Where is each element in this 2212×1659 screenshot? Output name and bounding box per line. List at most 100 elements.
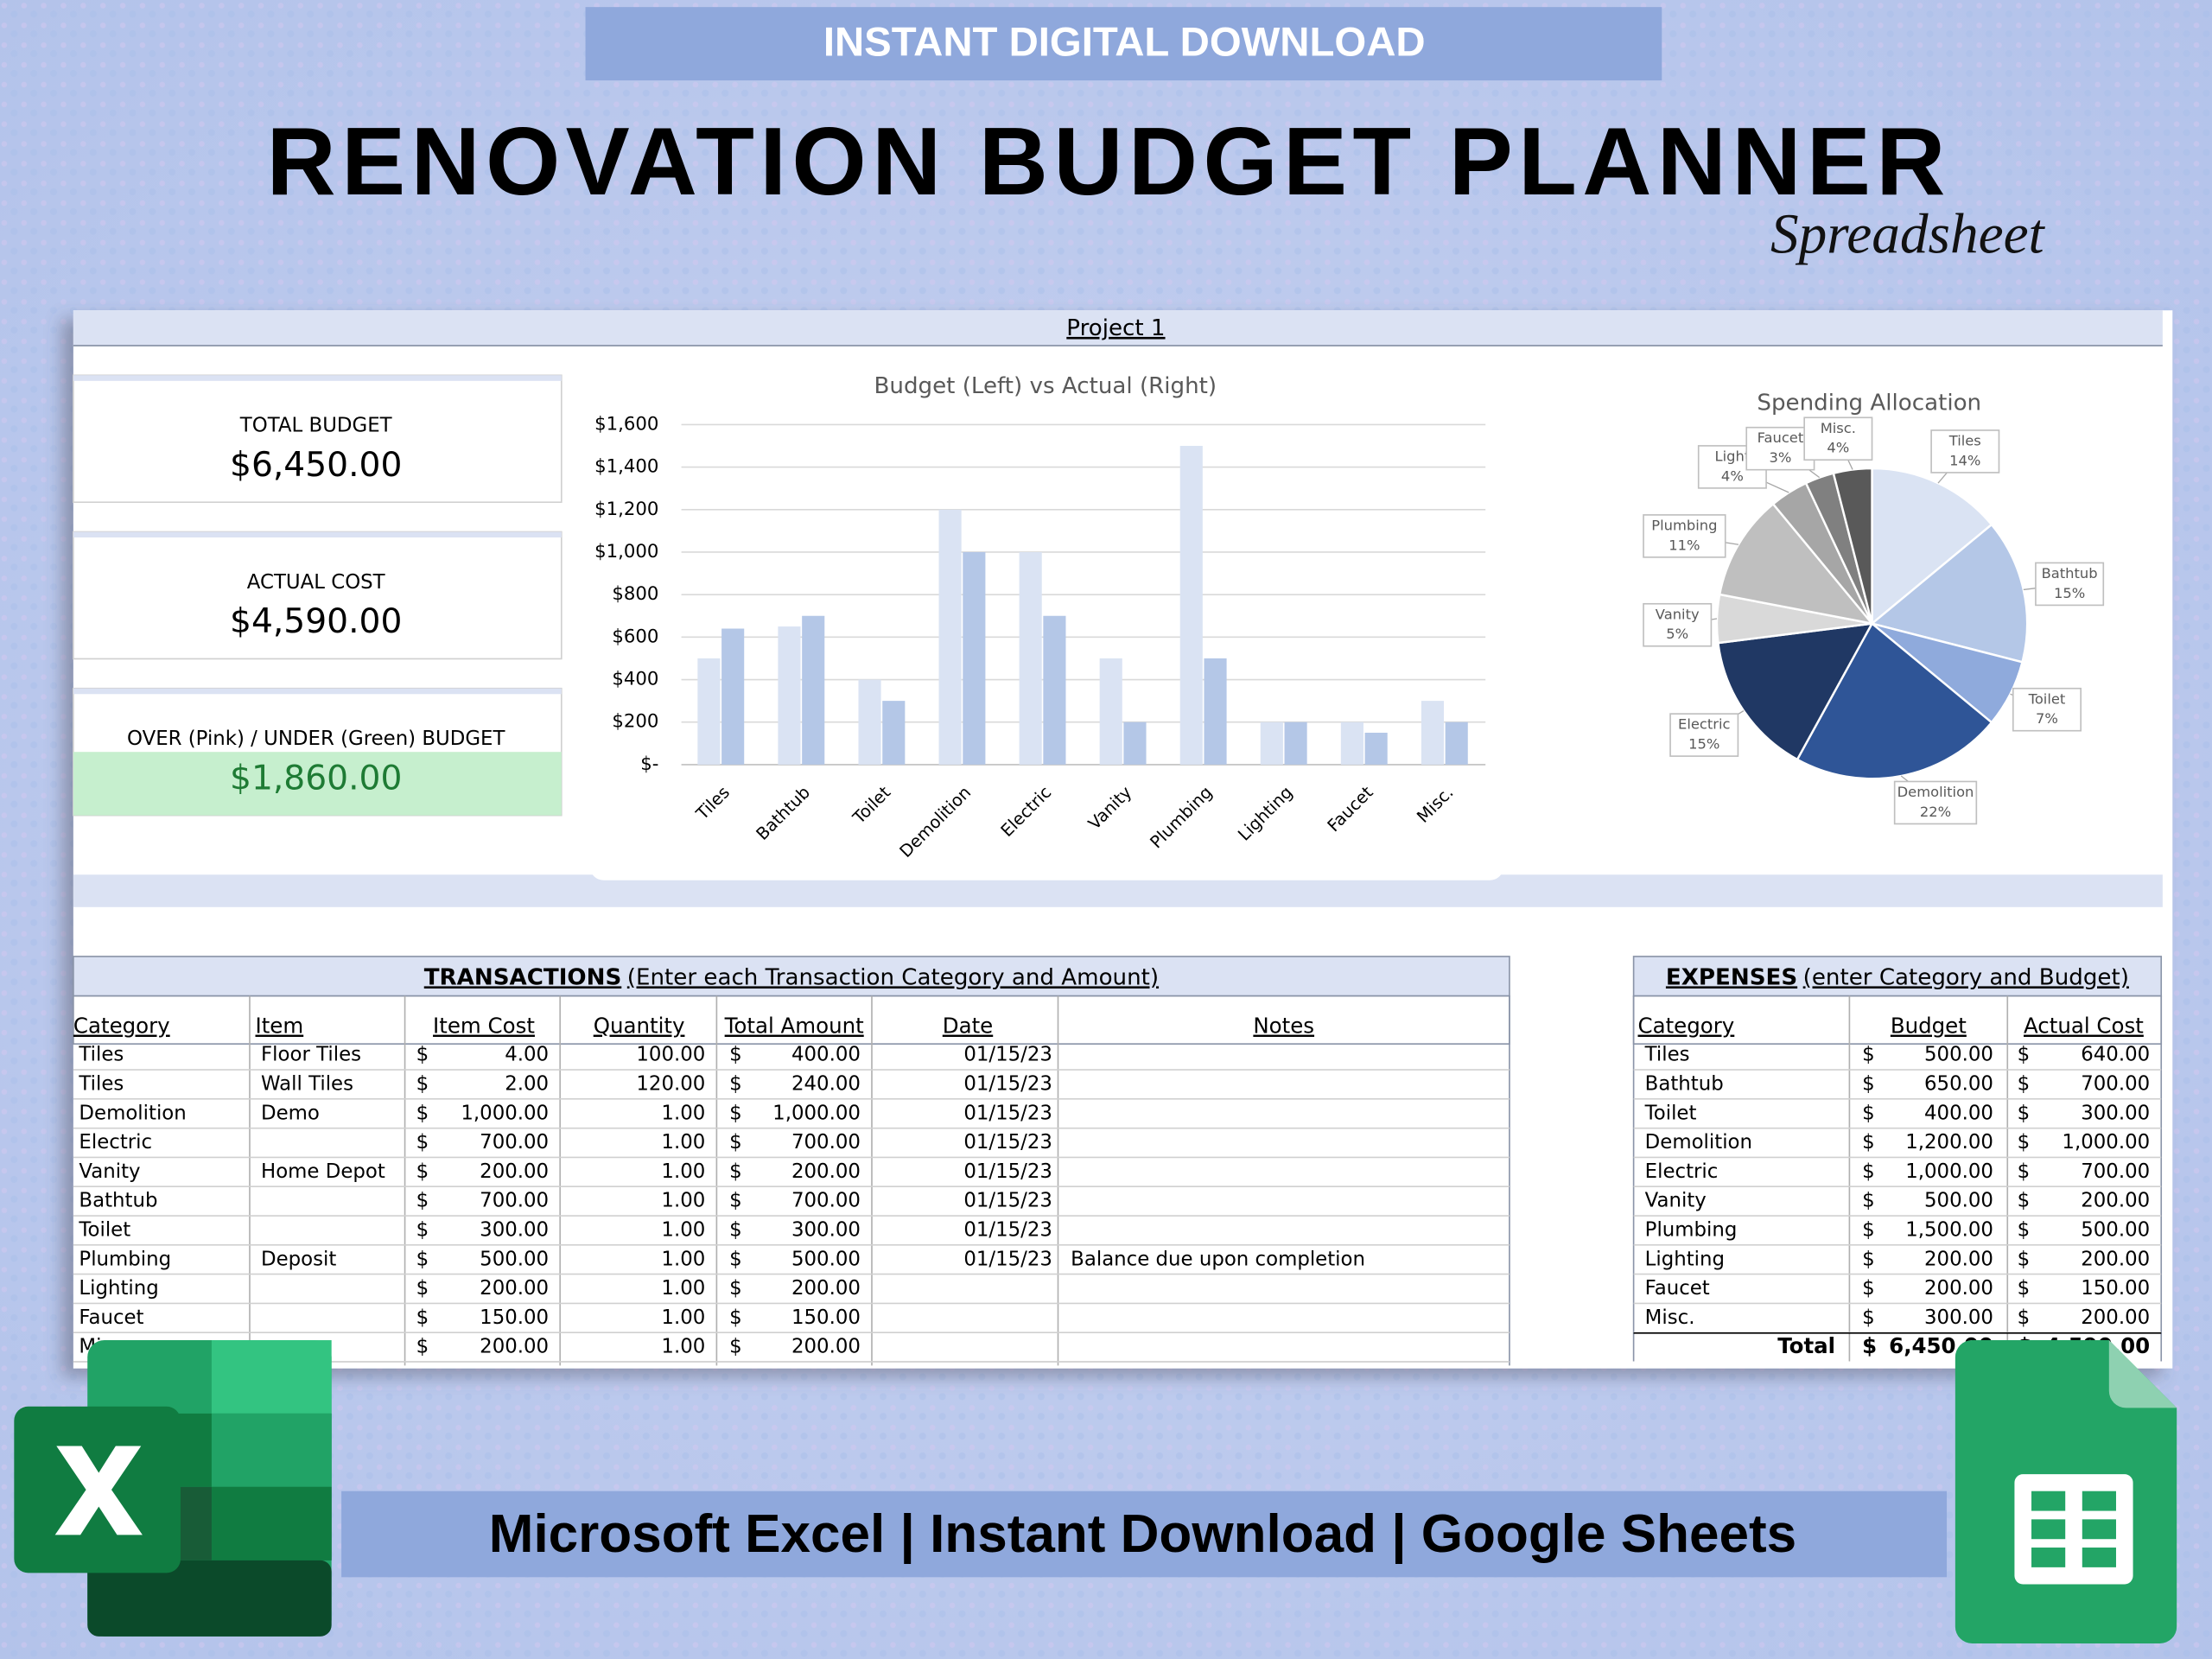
currency-symbol: $ <box>2018 1073 2031 1096</box>
y-tick-label: $- <box>640 753 658 775</box>
y-tick-label: $1,000 <box>594 541 658 563</box>
y-tick-label: $200 <box>612 711 658 733</box>
cell: 01/15/23 <box>963 1160 1052 1183</box>
slice-label: Toilet <box>2028 690 2066 707</box>
cell: Toilet <box>1644 1102 1697 1124</box>
y-tick-label: $600 <box>612 626 658 647</box>
cell: Plumbing <box>1645 1219 1738 1242</box>
banner-text: INSTANT DIGITAL DOWNLOAD <box>823 20 1426 66</box>
cell: 500.00 <box>1924 1190 1993 1212</box>
table-title: EXPENSES (enter Category and Budget) <box>1666 964 2129 990</box>
slice-value-label: 22% <box>1920 804 1951 820</box>
cell: 500.00 <box>2081 1219 2150 1242</box>
card-label: TOTAL BUDGET <box>239 415 393 437</box>
bar <box>1260 721 1283 765</box>
cell: Electric <box>79 1131 152 1154</box>
currency-symbol: $ <box>2018 1190 2031 1212</box>
footer-text: Microsoft Excel | Instant Download | Goo… <box>489 1504 1796 1564</box>
card-label: OVER (Pink) / UNDER (Green) BUDGET <box>127 728 505 750</box>
cell: 1,200.00 <box>1905 1131 1993 1154</box>
currency-symbol: $ <box>416 1248 429 1270</box>
cell: 200.00 <box>791 1336 861 1358</box>
table-title-main: EXPENSES <box>1666 964 1797 990</box>
column-header: Quantity <box>594 1014 685 1039</box>
bar <box>1204 658 1227 765</box>
cell: 200.00 <box>1924 1277 1993 1300</box>
slice-label: Misc. <box>1821 420 1856 436</box>
label-box <box>1930 429 2000 474</box>
cell: Demolition <box>1645 1131 1752 1154</box>
cell: 200.00 <box>480 1160 549 1183</box>
label-box <box>1643 602 1713 647</box>
column-header: Item <box>256 1014 304 1039</box>
cell: Tiles <box>78 1044 124 1066</box>
cell: Demo <box>261 1102 320 1124</box>
title: RENOVATION BUDGET PLANNER <box>267 107 1946 215</box>
cell: 01/15/23 <box>963 1044 1052 1066</box>
cell: 400.00 <box>791 1044 861 1066</box>
label-box <box>1803 416 1873 461</box>
cell: 1.00 <box>661 1190 705 1212</box>
slice-label: Tiles <box>1948 433 1981 449</box>
slice-label: Electric <box>1678 716 1730 733</box>
cell: Balance due upon completion <box>1071 1248 1365 1270</box>
cell: Home Depot <box>261 1160 385 1183</box>
currency-symbol: $ <box>729 1277 742 1300</box>
card <box>73 531 563 660</box>
cell: 01/15/23 <box>963 1102 1052 1124</box>
currency-symbol: $ <box>729 1160 742 1183</box>
total-label: Total <box>1777 1333 1835 1358</box>
currency-symbol: $ <box>1862 1160 1875 1183</box>
cell: 01/15/23 <box>963 1219 1052 1242</box>
slice-value-label: 15% <box>1688 736 1719 753</box>
bar <box>697 658 721 765</box>
cell: Vanity <box>1645 1190 1707 1212</box>
currency-symbol: $ <box>729 1044 742 1066</box>
bar <box>858 679 881 765</box>
currency-symbol: $ <box>1862 1219 1875 1242</box>
cell: Lighting <box>1645 1248 1725 1270</box>
cell: 1.00 <box>661 1102 705 1124</box>
column-header: Category <box>73 1014 170 1039</box>
project-header <box>73 310 2163 346</box>
table-title-sub: (Enter each Transaction Category and Amo… <box>627 964 1159 990</box>
table-header <box>73 995 1510 1045</box>
cell: Deposit <box>261 1248 336 1270</box>
y-tick-label: $1,400 <box>594 456 658 478</box>
table-header <box>1632 995 2163 1045</box>
currency-symbol: $ <box>416 1277 429 1300</box>
cell: 700.00 <box>480 1190 549 1212</box>
bar <box>802 615 825 765</box>
cell: 240.00 <box>791 1073 861 1096</box>
cell: Vanity <box>79 1160 140 1183</box>
cell: 1.00 <box>661 1131 705 1154</box>
cell: Faucet <box>1645 1277 1710 1300</box>
card-top-bar <box>73 375 562 381</box>
cell: Bathtub <box>1645 1073 1724 1096</box>
cell: Tiles <box>78 1073 124 1096</box>
cell: 01/15/23 <box>963 1131 1052 1154</box>
y-tick-label: $1,200 <box>594 499 658 520</box>
currency-symbol: $ <box>729 1336 742 1358</box>
cell: 1.00 <box>661 1219 705 1242</box>
cell: 300.00 <box>2081 1102 2150 1124</box>
cell: Toilet <box>78 1219 130 1242</box>
column-header: Total Amount <box>724 1014 864 1039</box>
y-tick-label: $400 <box>612 669 658 690</box>
currency-symbol: $ <box>1862 1044 1875 1066</box>
pie-slice <box>1832 467 1873 624</box>
cell: 200.00 <box>480 1277 549 1300</box>
pie-slice <box>1869 523 2029 664</box>
currency-symbol: $ <box>2018 1044 2031 1066</box>
currency-symbol: $ <box>2018 1131 2031 1154</box>
bar <box>1019 551 1042 765</box>
slice-value-label: 7% <box>2036 710 2058 727</box>
currency-symbol: $ <box>1862 1277 1875 1300</box>
currency-symbol: $ <box>416 1073 429 1096</box>
excel-logo <box>14 1340 332 1637</box>
y-tick-label: $800 <box>612 583 658 605</box>
cell: 200.00 <box>480 1336 549 1358</box>
under-budget-fill <box>73 752 562 816</box>
